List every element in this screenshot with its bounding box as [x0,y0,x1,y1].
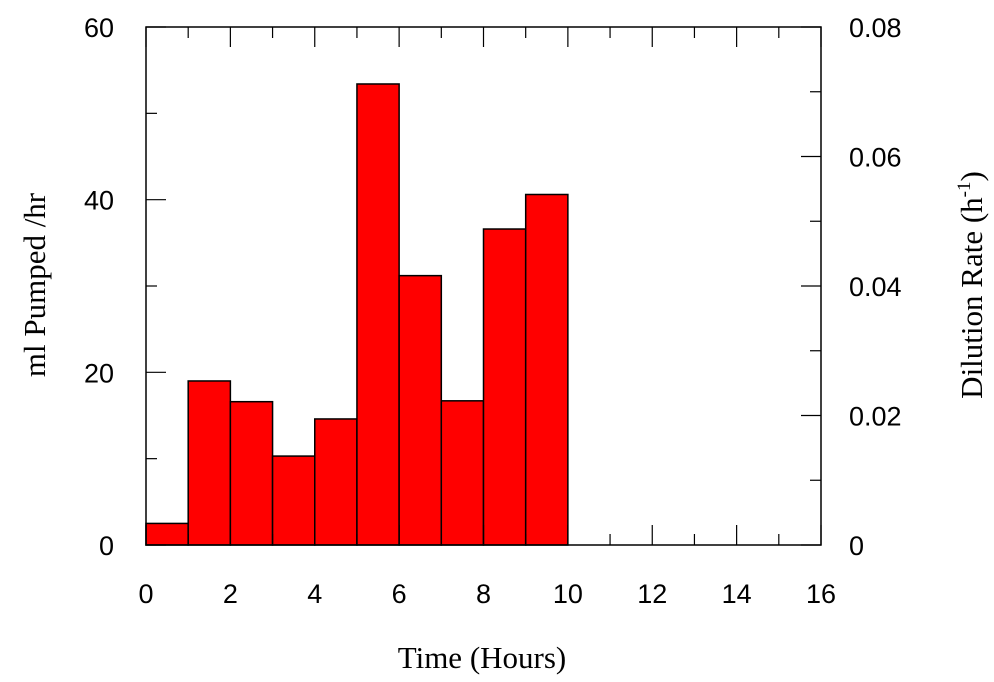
tick-labels-group: 0 2 4 6 8 10 12 14 16 0 20 40 60 0 0.02 0.04 0.06 0.08 [84,13,902,609]
x-axis-title: Time (Hours) [398,640,567,675]
y-axis-title: ml Pumped /hr [17,192,52,377]
y2-tick-label-3: 0.06 [849,143,902,173]
y2-tick-label-1: 0.02 [849,402,902,432]
ticks-group [145,26,822,546]
bar-8 [482,228,527,546]
y-tick-label-2: 40 [84,186,114,216]
bar-7 [440,400,485,546]
y-tick-label-0: 0 [99,531,114,561]
x-tick-label-8: 16 [806,579,836,609]
bar-6 [398,274,443,546]
bar-2 [229,400,274,546]
x-tick-label-0: 0 [138,579,153,609]
x-tick-label-1: 2 [223,579,238,609]
y2-tick-label-0: 0 [849,531,864,561]
bar-9 [524,193,569,546]
bar-0 [145,522,189,546]
y2-tick-label-2: 0.04 [849,272,902,302]
x-tick-label-4: 8 [476,579,491,609]
bars-group [145,83,569,546]
y2-axis-title-superscript: -1 [954,182,975,198]
x-tick-label-3: 6 [392,579,407,609]
y-tick-label-1: 20 [84,358,114,388]
y-tick-label-3: 60 [84,13,114,43]
x-tick-label-6: 12 [637,579,667,609]
bar-5 [356,83,400,546]
y2-axis-title: Dilution Rate (h-1) [954,171,989,399]
bar-4 [314,418,358,546]
x-tick-label-5: 10 [553,579,583,609]
x-tick-label-7: 14 [722,579,752,609]
bar-1 [187,380,232,546]
y2-axis-title-main: Dilution Rate (h [954,197,989,399]
bar-3 [271,455,316,546]
y2-tick-label-4: 0.08 [849,13,902,43]
x-tick-label-2: 4 [307,579,322,609]
y2-axis-title-end: ) [954,171,989,181]
